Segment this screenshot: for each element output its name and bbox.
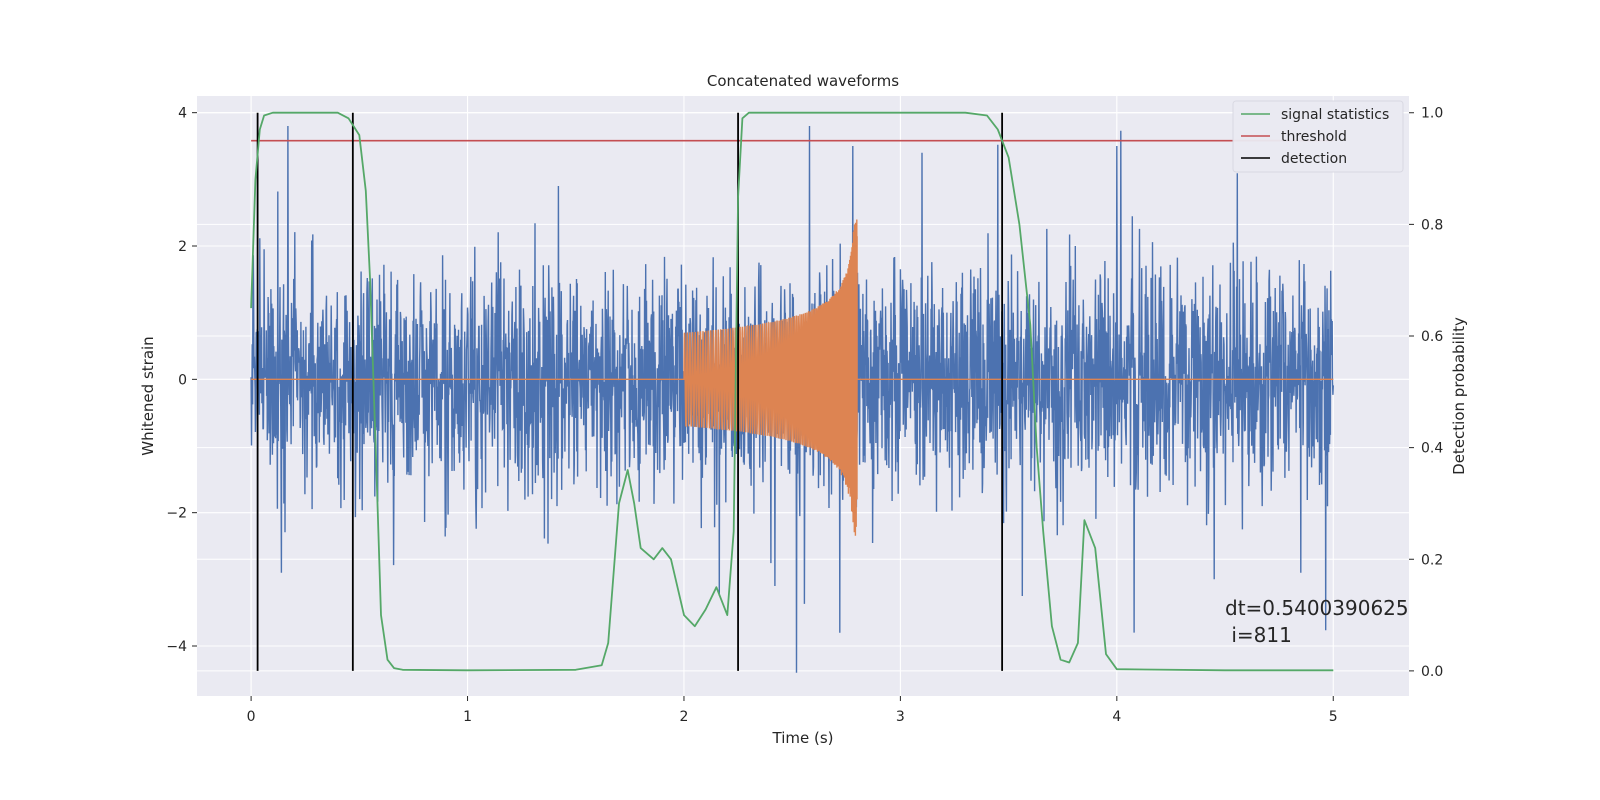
signal-statistics-line [250,111,1334,672]
y-axis-label-right: Detection probability [1450,317,1468,475]
legend-label-signal-statistics: signal statistics [1281,107,1389,123]
legend-label-detection: detection [1281,151,1347,167]
y-tick-label-left: 2 [178,239,187,255]
series-template-waveform [251,219,1334,536]
y-tick-label-left: 4 [178,106,187,122]
x-tick-label: 4 [1112,709,1121,725]
annotation-index: i=811 [1225,623,1292,647]
y-tick-label-left: −2 [166,506,187,522]
y-tick-label-right: 0.8 [1421,217,1443,233]
y-axis-label-left: Whitened strain [139,336,157,455]
y-tick-label-right: 1.0 [1421,106,1443,122]
y-tick-label-right: 0.6 [1421,329,1443,345]
legend-frame [1232,100,1404,173]
y-tick-label-left: −4 [166,639,187,655]
x-axis-label: Time (s) [772,729,834,747]
series-detection-overlay [250,111,1334,672]
legend-label-threshold: threshold [1281,129,1347,145]
chart-title: Concatenated waveforms [707,72,899,90]
x-tick-label: 3 [896,709,905,725]
template-line [251,219,1334,536]
x-tick-label: 1 [463,709,472,725]
legend: signal statistics threshold detection [1232,100,1404,173]
x-tick-label: 5 [1329,709,1338,725]
y-tick-label-right: 0.0 [1421,664,1443,680]
annotation-dt: dt=0.5400390625 [1225,596,1409,620]
y-tick-label-right: 0.2 [1421,552,1443,568]
axes: 0 1 2 3 4 5 −4 −2 0 2 4 0.0 0.2 0.4 0.6 0.8 1.0 [166,106,1443,725]
y-tick-label-left: 0 [178,372,187,388]
y-tick-label-right: 0.4 [1421,441,1443,457]
x-tick-label: 2 [680,709,689,725]
x-tick-label: 0 [247,709,256,725]
